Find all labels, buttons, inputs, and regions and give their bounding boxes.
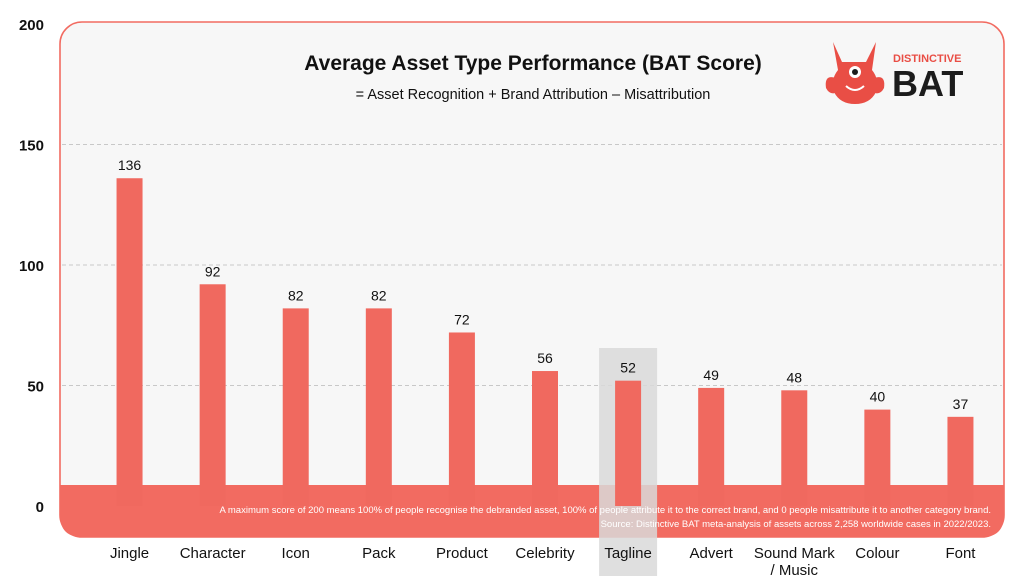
data-label: 92 (205, 263, 221, 279)
bar (864, 409, 891, 506)
x-tick-label: Product (436, 545, 489, 562)
chart-subtitle: = Asset Recognition + Brand Attribution … (356, 87, 711, 103)
bar (282, 308, 309, 506)
x-tick-label: / Music (771, 562, 819, 579)
bar (947, 416, 974, 506)
x-tick-label: Jingle (110, 545, 149, 562)
y-tick-label: 50 (27, 379, 44, 396)
data-label: 82 (371, 287, 387, 303)
bar (615, 380, 642, 506)
data-label: 37 (953, 396, 969, 412)
data-label: 56 (537, 350, 553, 366)
bar (698, 387, 725, 506)
x-tick-label: Font (945, 545, 976, 562)
x-tick-label: Icon (282, 545, 310, 562)
bar (448, 332, 475, 506)
data-label: 52 (620, 360, 636, 376)
y-tick-label: 0 (36, 499, 44, 516)
x-tick-label: Tagline (604, 545, 652, 562)
footnote-line-1: A maximum score of 200 means 100% of peo… (219, 505, 991, 516)
x-tick-label: Sound Mark (754, 545, 835, 562)
data-label: 49 (703, 367, 719, 383)
x-tick-label: Character (180, 545, 246, 562)
bar (781, 390, 808, 506)
x-tick-label: Colour (855, 545, 899, 562)
y-tick-label: 100 (19, 258, 44, 275)
logo-distinctive-text: DISTINCTIVE (893, 53, 961, 65)
distinctive-bat-logo: DISTINCTIVE BAT (825, 42, 963, 104)
chart-title: Average Asset Type Performance (BAT Scor… (304, 52, 762, 75)
x-tick-label: Pack (362, 545, 396, 562)
bars (116, 178, 974, 507)
data-label: 136 (118, 157, 142, 173)
category-labels: Jingle Character Icon Pack Product Celebrity T… (110, 545, 976, 579)
data-label: 40 (870, 389, 886, 405)
footnote-line-2: Source: Distinctive BAT meta-analysis of… (601, 519, 991, 530)
bar (116, 178, 143, 507)
bat-mascot-icon (825, 42, 885, 104)
y-tick-label: 150 (19, 138, 44, 155)
bar (199, 284, 226, 506)
y-tick-label: 200 (19, 17, 44, 34)
value-labels: 136 92 82 82 72 56 52 49 48 40 37 (118, 157, 969, 412)
data-label: 82 (288, 287, 304, 303)
data-label: 48 (786, 369, 802, 385)
x-tick-label: Celebrity (515, 545, 575, 562)
logo-bat-text: BAT (892, 63, 963, 104)
bar (532, 371, 558, 506)
data-label: 72 (454, 311, 470, 327)
y-axis: 0 50 100 150 200 (19, 17, 44, 516)
bar (365, 308, 392, 506)
x-tick-label: Advert (690, 545, 734, 562)
